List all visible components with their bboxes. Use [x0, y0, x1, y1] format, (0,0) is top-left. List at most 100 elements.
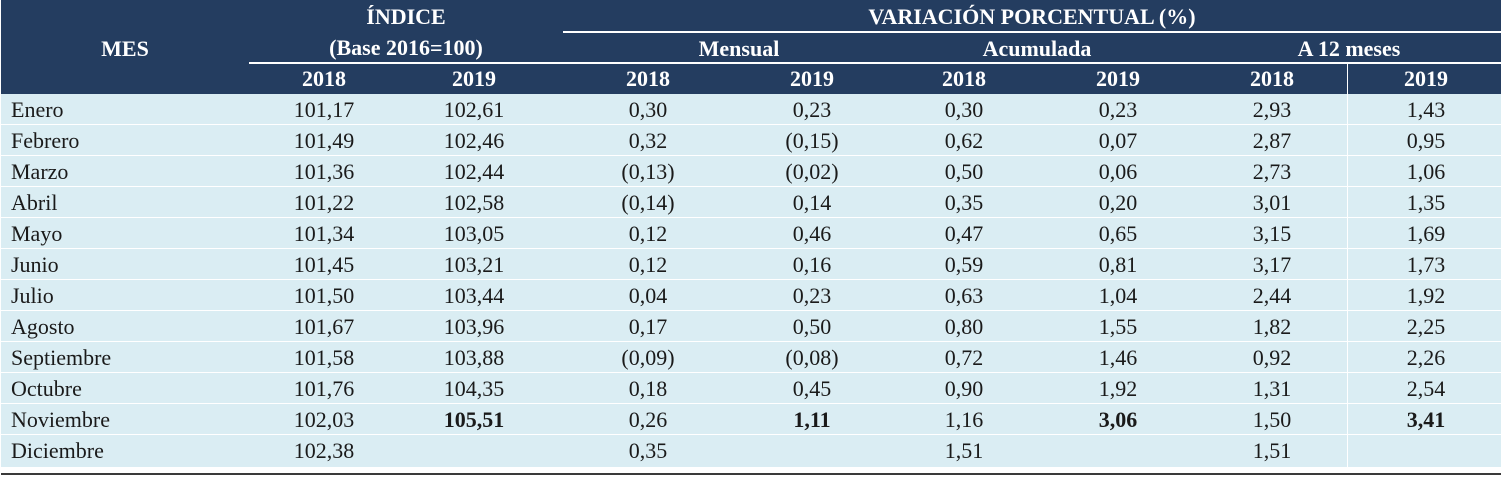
value-cell-d2019: 2,26 [1406, 345, 1446, 370]
column-divider [1347, 218, 1348, 248]
month-cell: Septiembre [11, 345, 112, 370]
value-cell-i2019: 103,05 [443, 221, 505, 246]
header-year: 2019 [1096, 66, 1140, 91]
value-cell-d2019: 1,73 [1406, 252, 1446, 277]
value-cell-a2018: 0,50 [944, 159, 984, 184]
value-cell-d2019: 1,06 [1406, 159, 1446, 184]
value-cell-d2019: 3,41 [1406, 407, 1446, 432]
value-cell-i2019: 104,35 [443, 376, 505, 401]
value-cell-a2018: 0,47 [944, 221, 984, 246]
table-row: Julio 101,50 103,44 0,04 0,23 0,63 1,04 2,44 1,9… [1, 280, 1501, 311]
value-cell-d2018: 3,01 [1252, 190, 1292, 215]
value-cell-a2019: 0,06 [1098, 159, 1138, 184]
value-cell-d2018: 1,50 [1252, 407, 1292, 432]
value-cell-i2018: 101,50 [293, 283, 355, 308]
value-cell-m2018: 0,18 [628, 376, 668, 401]
table-row: Octubre 101,76 104,35 0,18 0,45 0,90 1,92 1,31 2… [1, 373, 1501, 404]
value-cell-i2018: 102,38 [293, 438, 355, 463]
column-divider [1347, 404, 1348, 434]
month-cell: Noviembre [11, 407, 110, 432]
table-row: Marzo 101,36 102,44 (0,13) (0,02) 0,50 0,06 2,7… [1, 156, 1501, 187]
value-cell-m2018: (0,14) [621, 190, 675, 215]
value-cell-d2019: 1,43 [1406, 97, 1446, 122]
header-year: 2018 [942, 66, 986, 91]
value-cell-i2018: 101,22 [293, 190, 355, 215]
value-cell-m2018: 0,12 [628, 221, 668, 246]
column-divider [1347, 342, 1348, 372]
value-cell-i2019: 103,96 [443, 314, 505, 339]
month-cell: Enero [11, 97, 64, 122]
value-cell-i2019: 102,46 [443, 128, 505, 153]
header-indice: ÍNDICE [366, 4, 446, 29]
column-divider [1347, 280, 1348, 310]
value-cell-m2018: 0,32 [628, 128, 668, 153]
header-indice-base: (Base 2016=100) [329, 35, 483, 60]
value-cell-m2019: 1,11 [793, 407, 831, 432]
column-divider [1347, 373, 1348, 403]
value-cell-a2019: 1,46 [1098, 345, 1138, 370]
value-cell-m2019: 0,14 [792, 190, 832, 215]
table-row: Noviembre 102,03 105,51 0,26 1,11 1,16 3,06 1,5… [1, 404, 1501, 435]
value-cell-a2019: 0,65 [1098, 221, 1138, 246]
table-row: Mayo 101,34 103,05 0,12 0,46 0,47 0,65 3,15 1,69 [1, 218, 1501, 249]
value-cell-d2018: 3,15 [1252, 221, 1292, 246]
value-cell-m2019: 0,23 [792, 283, 832, 308]
value-cell-a2018: 1,16 [944, 407, 984, 432]
month-cell: Diciembre [11, 438, 104, 463]
value-cell-i2019: 102,58 [443, 190, 505, 215]
table-header: MES ÍNDICE (Base 2016=100) VARIACIÓN POR… [1, 0, 1501, 94]
value-cell-i2018: 101,58 [293, 345, 355, 370]
value-cell-d2019: 1,92 [1406, 283, 1446, 308]
value-cell-a2019: 1,55 [1098, 314, 1138, 339]
value-cell-a2018: 0,35 [944, 190, 984, 215]
column-divider [1347, 156, 1348, 186]
value-cell-d2018: 1,31 [1252, 376, 1292, 401]
value-cell-i2018: 101,36 [293, 159, 355, 184]
value-cell-i2019: 103,44 [443, 283, 505, 308]
value-cell-a2019: 0,23 [1098, 97, 1138, 122]
header-year: 2018 [1250, 66, 1294, 91]
header-year: 2018 [626, 66, 670, 91]
value-cell-a2019: 0,07 [1098, 128, 1138, 153]
header-year: 2019 [1404, 66, 1448, 91]
value-cell-m2018: (0,13) [621, 159, 675, 184]
value-cell-m2018: 0,12 [628, 252, 668, 277]
value-cell-i2018: 101,17 [293, 97, 355, 122]
header-divider [563, 31, 1501, 33]
value-cell-m2019: (0,15) [785, 128, 839, 153]
table-row: Febrero 101,49 102,46 0,32 (0,15) 0,62 0,07 2,8… [1, 125, 1501, 156]
value-cell-d2019: 1,35 [1406, 190, 1446, 215]
header-mes: MES [101, 36, 149, 61]
value-cell-d2019: 0,95 [1406, 128, 1446, 153]
column-divider [1347, 94, 1348, 124]
value-cell-m2018: 0,04 [628, 283, 668, 308]
value-cell-a2018: 0,30 [944, 97, 984, 122]
value-cell-d2018: 1,82 [1252, 314, 1292, 339]
header-column-divider [1347, 64, 1348, 94]
column-divider [1347, 125, 1348, 155]
month-cell: Febrero [11, 128, 80, 153]
header-year: 2019 [452, 66, 496, 91]
value-cell-i2018: 101,45 [293, 252, 355, 277]
value-cell-m2019: 0,46 [792, 221, 832, 246]
value-cell-a2018: 0,90 [944, 376, 984, 401]
column-divider [1347, 187, 1348, 217]
header-year: 2019 [790, 66, 834, 91]
month-cell: Octubre [11, 376, 82, 401]
value-cell-m2018: 0,35 [628, 438, 668, 463]
value-cell-d2018: 1,51 [1252, 438, 1292, 463]
value-cell-i2018: 101,76 [293, 376, 355, 401]
month-cell: Marzo [11, 159, 69, 184]
value-cell-a2018: 0,63 [944, 283, 984, 308]
value-cell-a2019: 0,20 [1098, 190, 1138, 215]
value-cell-a2018: 0,72 [944, 345, 984, 370]
value-cell-d2019: 2,54 [1406, 376, 1446, 401]
value-cell-d2018: 2,87 [1252, 128, 1292, 153]
value-cell-d2018: 0,92 [1252, 345, 1292, 370]
month-cell: Junio [11, 252, 59, 277]
value-cell-d2018: 3,17 [1252, 252, 1292, 277]
value-cell-i2018: 102,03 [293, 407, 355, 432]
value-cell-a2018: 0,62 [944, 128, 984, 153]
value-cell-d2018: 2,44 [1252, 283, 1292, 308]
